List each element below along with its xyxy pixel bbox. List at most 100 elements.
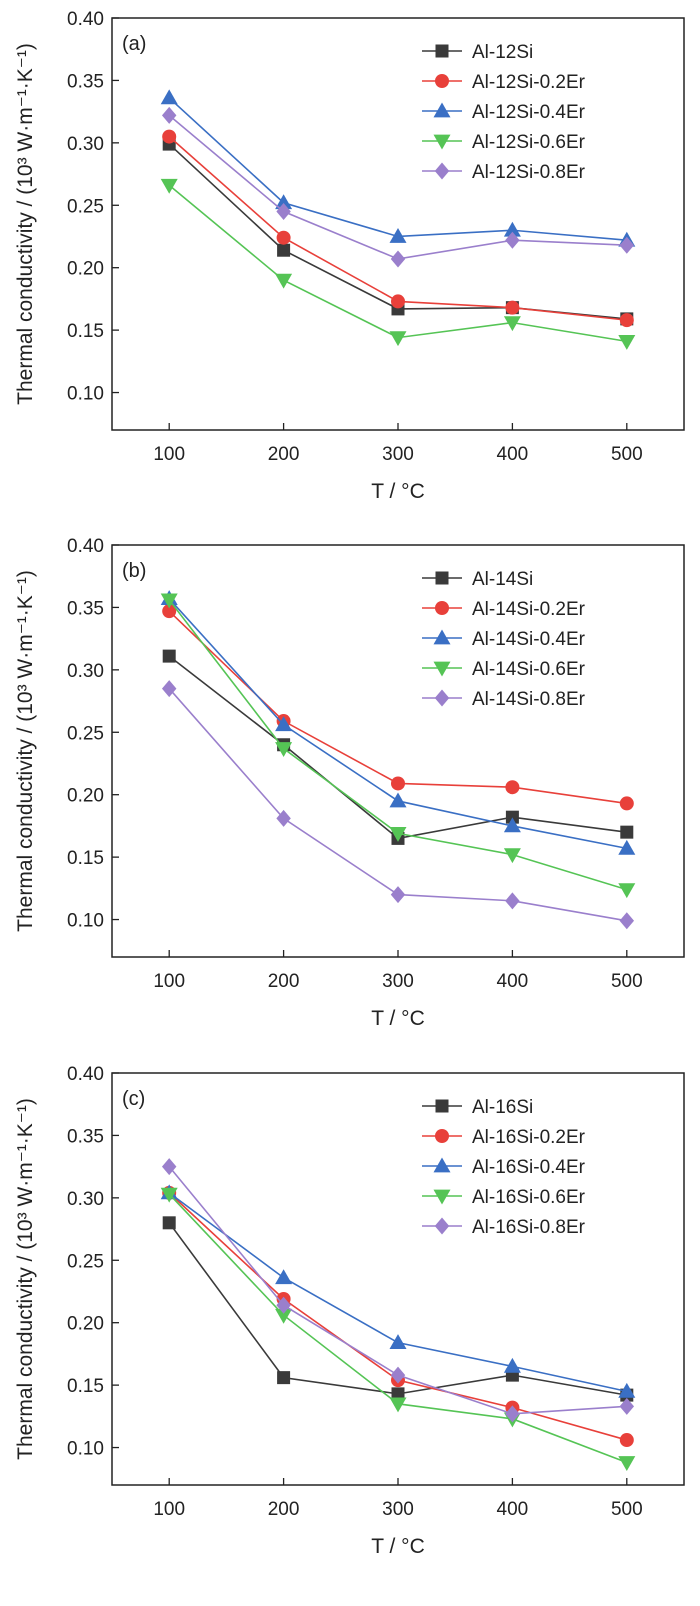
legend-item: Al-14Si-0.2Er bbox=[422, 599, 586, 620]
y-tick-label: 0.40 bbox=[67, 536, 104, 557]
data-point bbox=[390, 886, 406, 904]
data-point bbox=[618, 1456, 636, 1472]
data-point bbox=[503, 221, 521, 237]
data-point bbox=[619, 912, 635, 930]
data-point bbox=[618, 334, 636, 350]
y-tick-label: 0.35 bbox=[67, 598, 104, 619]
legend-label: Al-16Si-0.4Er bbox=[472, 1157, 586, 1178]
data-point bbox=[618, 883, 636, 899]
data-point bbox=[390, 250, 406, 268]
data-point bbox=[389, 827, 407, 842]
legend-label: Al-12Si-0.4Er bbox=[472, 102, 586, 123]
data-point bbox=[162, 129, 177, 144]
y-tick-label: 0.20 bbox=[67, 786, 104, 807]
data-point bbox=[390, 1366, 406, 1384]
y-tick-label: 0.10 bbox=[67, 911, 104, 932]
plot-frame bbox=[111, 17, 685, 431]
legend-marker bbox=[433, 1189, 451, 1205]
data-point bbox=[503, 316, 521, 332]
legend-marker bbox=[433, 629, 451, 645]
data-point bbox=[275, 1269, 293, 1285]
y-tick-label: 0.10 bbox=[67, 1439, 104, 1460]
y-tick-label: 0.25 bbox=[67, 196, 104, 217]
legend-marker bbox=[435, 601, 449, 615]
data-point bbox=[505, 300, 520, 315]
data-point bbox=[503, 848, 521, 864]
data-point bbox=[276, 809, 291, 827]
y-axis-title: Thermal conductivity / (10³ W·m⁻¹·K⁻¹) bbox=[14, 1098, 37, 1460]
legend: Al-12Si Al-12Si-0.2Er Al-12Si-0.4Er Al-12Si… bbox=[422, 42, 586, 183]
data-point bbox=[160, 1187, 178, 1203]
x-tick-label: 500 bbox=[611, 1499, 643, 1520]
legend-label: Al-12Si bbox=[472, 42, 533, 63]
y-axis-title: Thermal conductivity / (10³ W·m⁻¹·K⁻¹) bbox=[14, 43, 37, 405]
data-point bbox=[391, 294, 405, 309]
chart-panel-2: 0.10 0.15 0.20 0.25 0.30 0.35 0.40 100 200 300 400… bbox=[14, 1064, 685, 1558]
series-1 bbox=[162, 129, 634, 328]
data-point bbox=[505, 892, 520, 910]
y-tick-label: 0.25 bbox=[67, 723, 104, 744]
x-tick-label: 400 bbox=[497, 444, 529, 465]
legend-item: Al-16Si-0.4Er bbox=[422, 1157, 586, 1178]
plot-frame bbox=[111, 1072, 685, 1486]
legend-item: Al-14Si-0.8Er bbox=[422, 689, 586, 710]
data-point bbox=[275, 716, 293, 732]
data-point bbox=[161, 1158, 177, 1176]
data-point bbox=[619, 313, 634, 328]
legend-item: Al-12Si-0.4Er bbox=[422, 102, 586, 123]
legend: Al-14Si Al-14Si-0.2Er Al-14Si-0.4Er Al-14Si… bbox=[422, 569, 586, 710]
y-tick-label: 0.40 bbox=[67, 9, 104, 30]
x-tick-label: 300 bbox=[382, 1499, 414, 1520]
data-point bbox=[275, 194, 293, 210]
legend-marker bbox=[434, 162, 450, 180]
data-point bbox=[275, 1308, 293, 1324]
x-tick-label: 500 bbox=[611, 444, 643, 465]
data-point bbox=[389, 792, 407, 808]
data-point bbox=[619, 1433, 634, 1448]
y-axis-title: Thermal conductivity / (10³ W·m⁻¹·K⁻¹) bbox=[14, 570, 37, 932]
y-tick-label: 0.40 bbox=[67, 1064, 104, 1085]
legend-label: Al-12Si-0.2Er bbox=[472, 72, 586, 93]
legend-marker bbox=[433, 102, 451, 118]
legend-label: Al-16Si bbox=[472, 1097, 533, 1118]
data-point bbox=[391, 1387, 405, 1401]
x-tick-label: 200 bbox=[268, 444, 300, 465]
data-point bbox=[276, 230, 291, 245]
chart-panel-1: 0.10 0.15 0.20 0.25 0.30 0.35 0.40 100 200 300 400… bbox=[14, 536, 685, 1030]
legend-marker bbox=[433, 661, 451, 677]
data-point bbox=[276, 1296, 291, 1314]
legend-item: Al-12Si bbox=[422, 42, 533, 63]
data-point bbox=[619, 1397, 635, 1415]
legend-item: Al-16Si-0.8Er bbox=[422, 1217, 586, 1238]
y-tick-label: 0.10 bbox=[67, 384, 104, 405]
legend-item: Al-12Si-0.8Er bbox=[422, 162, 586, 183]
data-point bbox=[276, 203, 291, 221]
legend-item: Al-12Si-0.2Er bbox=[422, 72, 586, 93]
panel-label: (c) bbox=[122, 1088, 145, 1110]
legend-label: Al-12Si-0.8Er bbox=[472, 162, 586, 183]
data-point bbox=[618, 1382, 636, 1398]
data-point bbox=[277, 243, 291, 257]
data-point bbox=[160, 593, 178, 609]
data-point bbox=[162, 1216, 176, 1230]
x-tick-label: 200 bbox=[268, 971, 300, 992]
data-point bbox=[161, 680, 177, 698]
series-4 bbox=[161, 680, 635, 930]
y-tick-label: 0.20 bbox=[67, 1314, 104, 1335]
data-point bbox=[160, 89, 178, 105]
data-point bbox=[162, 649, 176, 663]
x-tick-label: 400 bbox=[497, 971, 529, 992]
data-point bbox=[275, 273, 293, 289]
y-tick-label: 0.30 bbox=[67, 134, 104, 155]
data-point bbox=[391, 776, 405, 791]
legend-label: Al-16Si-0.8Er bbox=[472, 1217, 586, 1238]
legend-marker bbox=[435, 44, 449, 58]
x-tick-label: 400 bbox=[497, 1499, 529, 1520]
legend-marker bbox=[435, 1129, 449, 1143]
y-tick-label: 0.15 bbox=[67, 321, 104, 342]
legend-marker bbox=[435, 74, 449, 88]
chart-panel-0: 0.10 0.15 0.20 0.25 0.30 0.35 0.40 100 200 300 400… bbox=[14, 9, 685, 503]
x-axis-title: T / °C bbox=[371, 480, 425, 503]
legend-label: Al-16Si-0.2Er bbox=[472, 1127, 586, 1148]
